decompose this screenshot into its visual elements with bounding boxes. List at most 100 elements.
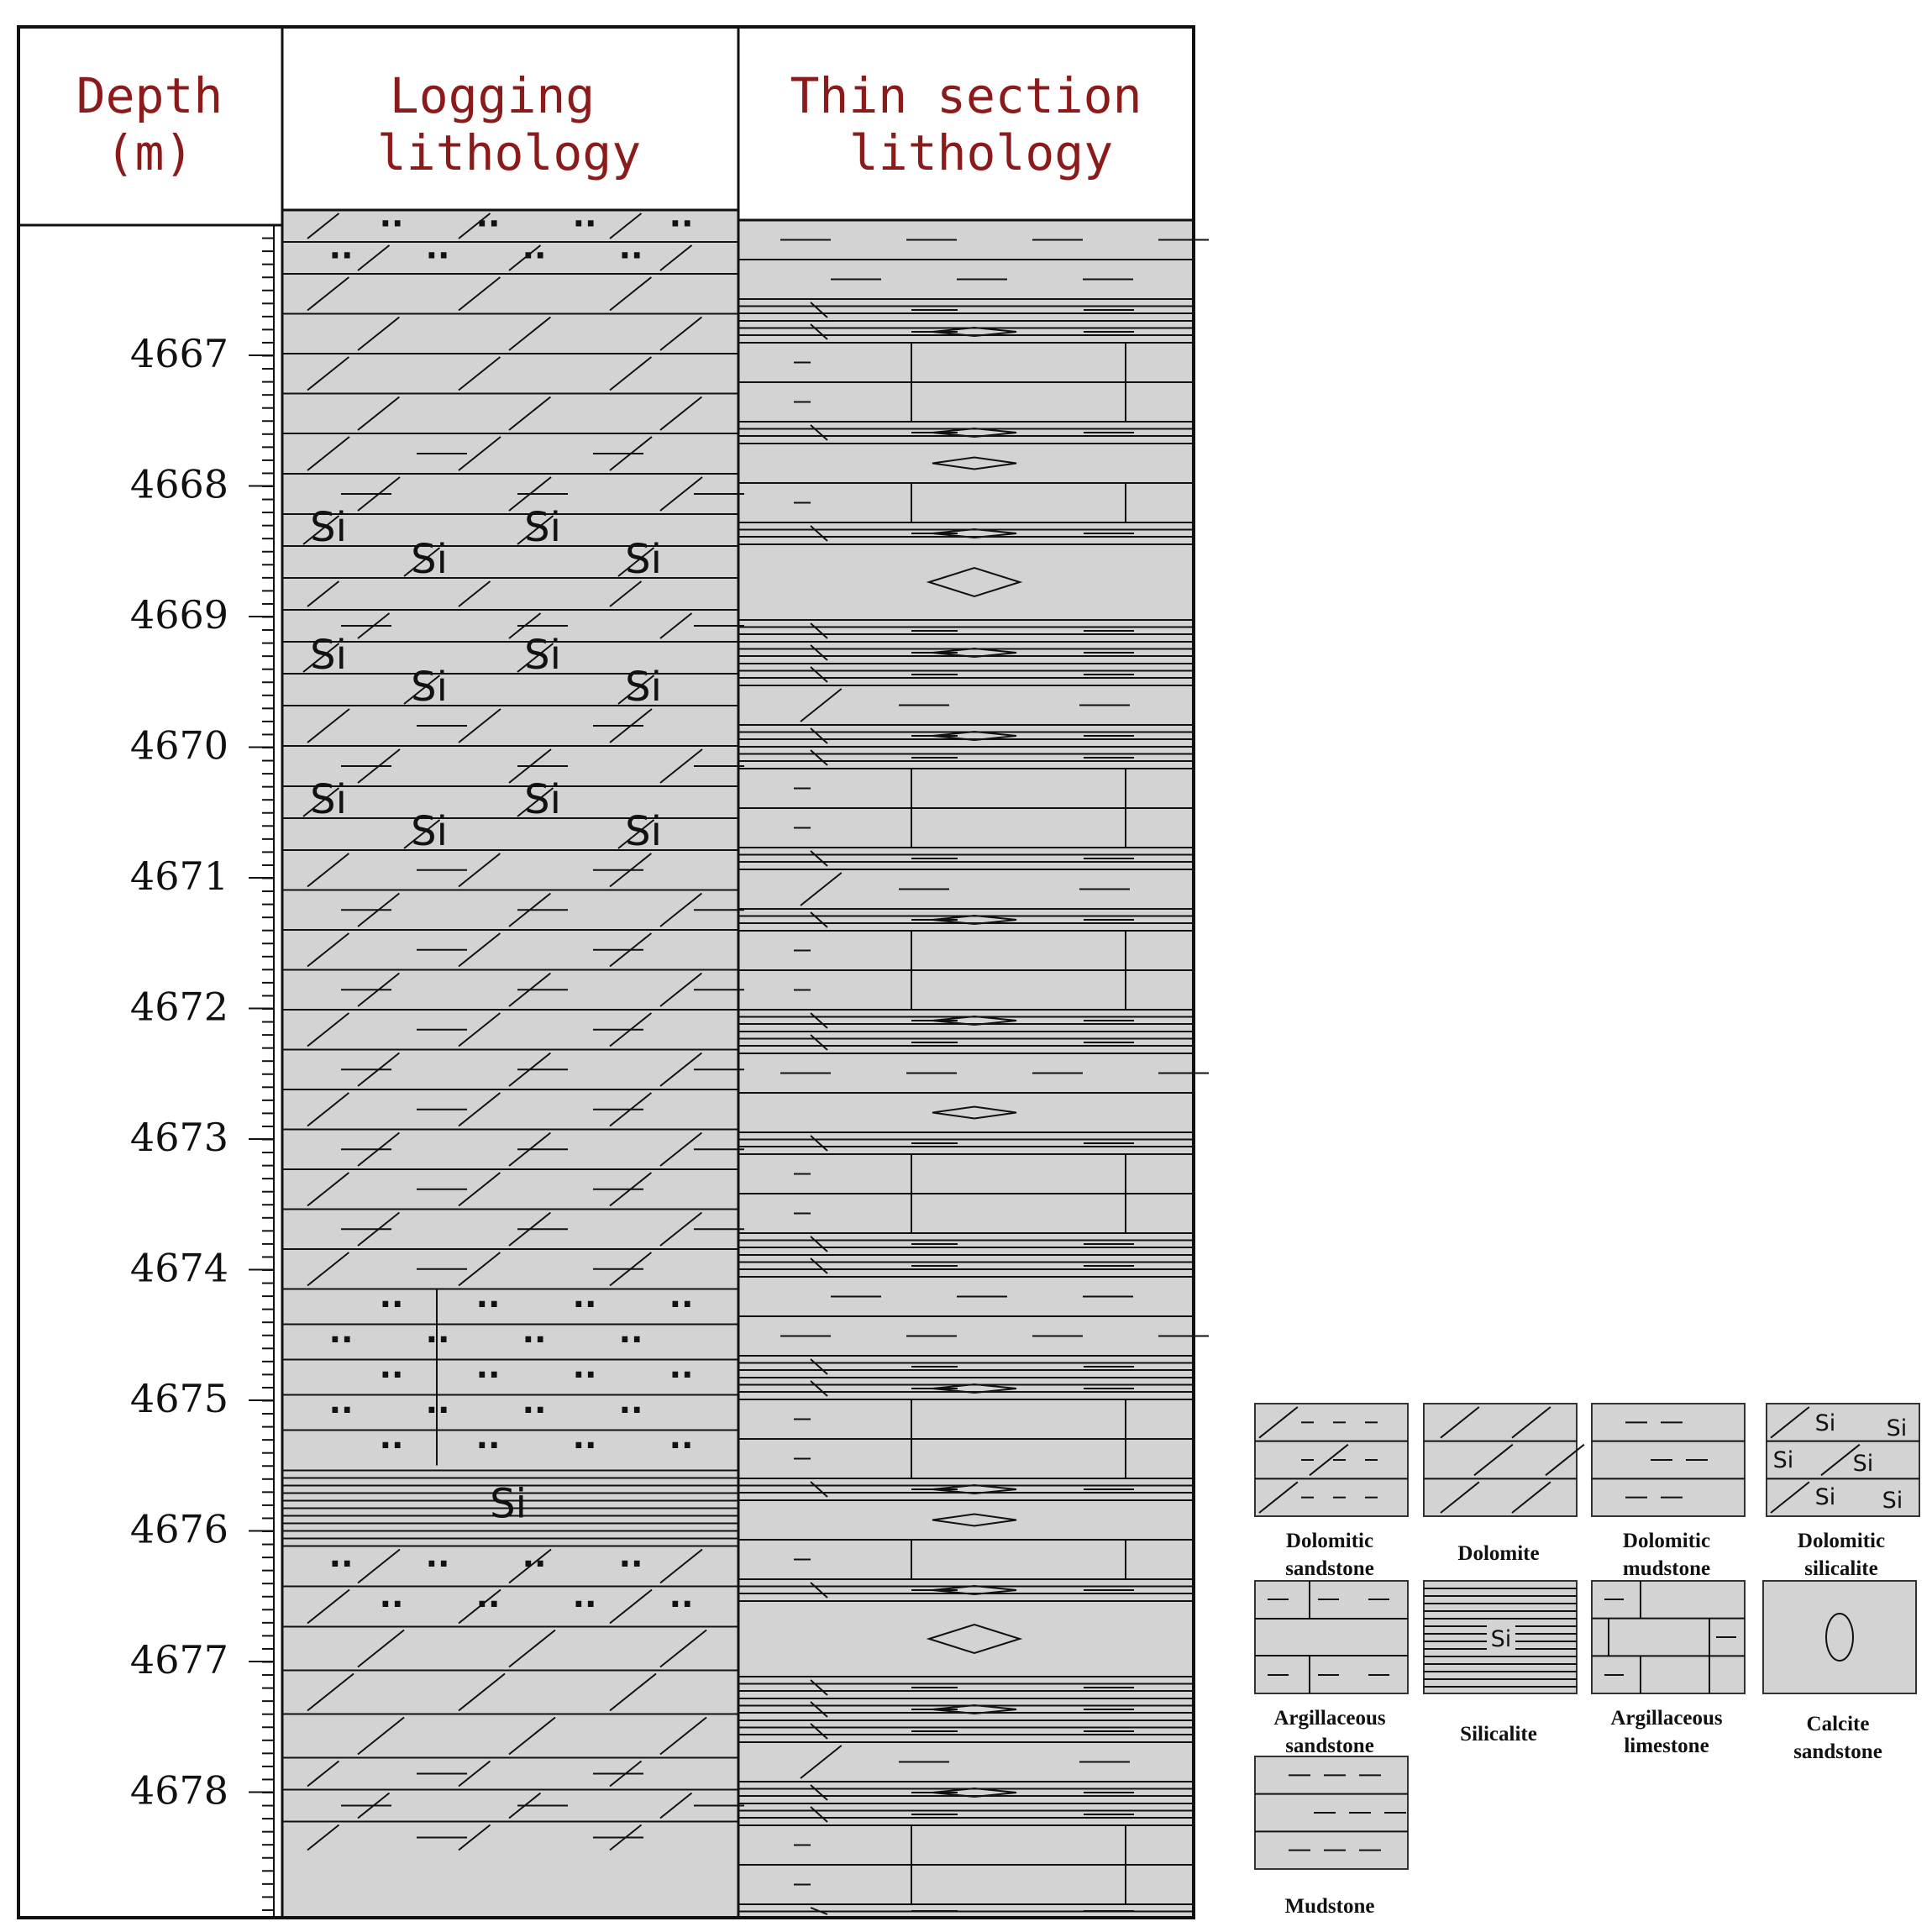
dolomite-slash	[458, 932, 501, 968]
depth-label: 4678	[130, 1768, 228, 1814]
legend-swatch	[1423, 1403, 1578, 1517]
zigzag-mark	[810, 1723, 828, 1740]
calcite-lens	[932, 1383, 1017, 1394]
svg-text:Logging: Logging	[390, 67, 595, 124]
dolomite-slash	[508, 1716, 556, 1756]
depth-label: 4675	[130, 1376, 228, 1421]
dolomite-slash	[302, 643, 340, 673]
dolomite-slash	[458, 1588, 501, 1625]
header-logging-lithology: Logging lithology	[377, 67, 641, 181]
dolomite-slash	[659, 748, 703, 784]
depth-label: 4677	[130, 1637, 228, 1683]
dolomite-slash	[508, 244, 542, 271]
legend-slash	[1258, 1481, 1299, 1514]
legend-slash	[1770, 1406, 1810, 1439]
thin-column-fill	[738, 220, 1194, 1918]
dolomite-slash	[458, 1760, 491, 1788]
sand-dots: ··	[380, 1427, 404, 1464]
legend-item-dolomitic-mudstone: Dolomitic mudstone	[1591, 1403, 1746, 1580]
sand-dots: ··	[619, 1546, 643, 1583]
sand-dots: ··	[380, 1586, 404, 1623]
calcite-lens	[932, 326, 1017, 338]
dolomite-slash	[609, 580, 643, 607]
calcite-lens	[932, 647, 1017, 659]
legend-label: Argillaceous	[1610, 1707, 1723, 1730]
zigzag-mark	[810, 1236, 828, 1252]
dolomite-slash	[659, 1548, 703, 1584]
legend-label: limestone	[1624, 1735, 1709, 1757]
dolomite-slash	[508, 1548, 552, 1584]
zigzag-mark	[810, 1907, 828, 1915]
zigzag-mark	[810, 850, 828, 867]
calcite-lens	[926, 1623, 1023, 1655]
si-label: Si	[411, 536, 448, 583]
si-label: Si	[625, 664, 662, 711]
dolomite-slash	[659, 1629, 707, 1668]
dolomite-slash	[357, 396, 400, 431]
dolomite-slash	[458, 708, 501, 743]
dolomite-slash	[458, 276, 501, 312]
zigzag-mark	[810, 1012, 828, 1029]
svg-text:lithology: lithology	[377, 124, 641, 181]
dolomite-slash	[307, 932, 349, 968]
depth-label: 4671	[130, 853, 228, 899]
dolomite-slash	[357, 1629, 405, 1668]
si-label: Si	[524, 632, 561, 679]
legend-slash	[1511, 1406, 1551, 1439]
calcite-lens	[932, 1015, 1017, 1026]
dolomite-slash	[517, 515, 554, 545]
header-thin-section-lithology: Thin section lithology	[790, 67, 1142, 181]
sand-dots: ··	[619, 1392, 643, 1429]
depth-label: 4670	[130, 723, 228, 769]
sand-dots: ··	[573, 1427, 597, 1464]
legend-swatch	[1762, 1580, 1917, 1694]
si-label: Si	[625, 808, 662, 855]
sand-dots: ··	[329, 237, 354, 274]
table-frame	[17, 25, 1195, 1919]
dolomite-slash	[659, 1211, 702, 1247]
zigzag-mark	[810, 727, 828, 744]
dolomite-slash	[458, 1092, 501, 1127]
svg-text:lithology: lithology	[849, 124, 1113, 181]
calcite-lens	[932, 1513, 1017, 1527]
legend-label: Dolomite	[1457, 1542, 1539, 1565]
si-label: Si	[411, 808, 448, 855]
dolomite-slash	[357, 1548, 401, 1584]
sand-dots: ··	[573, 1586, 597, 1623]
depth-label: 4676	[130, 1507, 228, 1552]
thin-section-lithology-patterns	[738, 219, 1209, 1919]
dolomite-slash	[307, 1012, 349, 1047]
sand-dots: ··	[619, 1321, 643, 1358]
legend-item-silicalite: Si Silicalite	[1423, 1580, 1578, 1746]
legend-item-dolomitic-sandstone: Dolomitic sandstone	[1254, 1403, 1409, 1580]
zigzag-mark	[810, 302, 828, 318]
legend-label: Dolomitic	[1798, 1530, 1885, 1552]
zigzag-mark	[810, 424, 828, 441]
calcite-lens	[932, 528, 1017, 539]
dolomite-slash	[307, 356, 349, 391]
zigzag-mark	[810, 1701, 828, 1718]
sand-dots: ··	[476, 1357, 501, 1394]
depth-axis: 4667 4668 4669 4670 4671 4672 4673 4674 4675 4676…	[130, 224, 275, 1918]
dolomite-slash	[617, 547, 655, 577]
si-label: Si	[310, 632, 347, 679]
calcite-lens	[932, 730, 1017, 742]
depth-label: 4674	[130, 1246, 228, 1291]
dolomite-slash	[609, 276, 652, 312]
sand-dots: ··	[669, 1427, 694, 1464]
sand-dots: ··	[426, 1546, 450, 1583]
legend-swatch	[1254, 1580, 1409, 1694]
dolomite-slash	[659, 1792, 693, 1819]
dolomite-slash	[659, 1052, 702, 1087]
legend-item-calcite-sandstone: Calcite sandstone	[1762, 1580, 1917, 1763]
dolomite-slash	[508, 396, 551, 431]
dolomite-slash	[609, 1672, 657, 1712]
sand-dots: ··	[476, 1427, 501, 1464]
dolomite-slash	[307, 276, 349, 312]
sand-dots: ··	[476, 1586, 501, 1623]
calcite-lens	[932, 1483, 1017, 1495]
lithology-legend: Dolomitic sandstone Dolomite Dolomitic mudst…	[1254, 1403, 1920, 1918]
depth-label: 4673	[130, 1115, 228, 1160]
legend-label: sandstone	[1793, 1740, 1882, 1763]
calcite-lens	[926, 566, 1023, 598]
